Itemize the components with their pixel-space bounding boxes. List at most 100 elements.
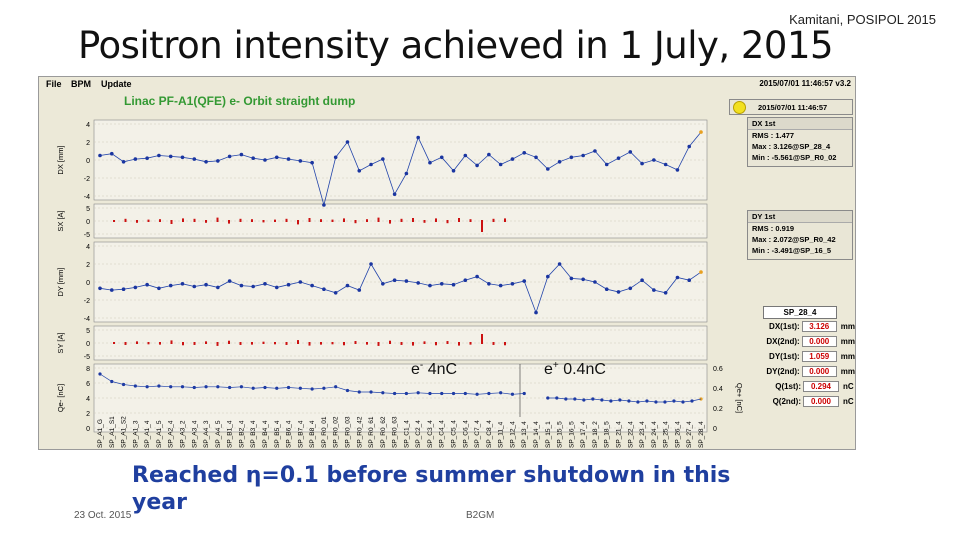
annotation-positron: e+ 0.4nC bbox=[544, 360, 606, 378]
menu-file[interactable]: File bbox=[46, 79, 62, 89]
dy-point bbox=[699, 270, 703, 274]
dx-point bbox=[522, 151, 527, 155]
dx-point bbox=[204, 160, 208, 164]
sx-bar bbox=[274, 219, 276, 222]
dy-point bbox=[381, 282, 385, 286]
dy-point bbox=[392, 278, 397, 282]
bpm-name-label: SP_A3_4 bbox=[191, 420, 198, 448]
dy-point bbox=[404, 279, 409, 283]
sy-bar bbox=[136, 341, 138, 344]
bpm-name-label: SP_R0_02 bbox=[333, 416, 340, 448]
sy-bar bbox=[228, 340, 230, 344]
dx-max: Max : 3.126@SP_28_4 bbox=[752, 142, 831, 151]
dy-point bbox=[475, 274, 479, 279]
sy-bar bbox=[124, 342, 127, 345]
dx-point bbox=[310, 160, 314, 165]
footer-date: 23 Oct. 2015 bbox=[74, 510, 132, 521]
dx-min: Min : -5.561@SP_R0_02 bbox=[752, 153, 837, 162]
bpm-name-label: SP_25_4 bbox=[663, 421, 670, 448]
sy-bar bbox=[320, 342, 322, 345]
sy-bar bbox=[469, 342, 472, 345]
bpm-name-label: SP_A1_G bbox=[97, 419, 104, 448]
sx-bar bbox=[124, 218, 127, 222]
dy-point bbox=[369, 262, 373, 266]
sy-bar bbox=[389, 340, 391, 344]
dy-point bbox=[487, 282, 491, 286]
dx-point bbox=[298, 159, 303, 163]
footer-center: B2GM bbox=[466, 510, 495, 521]
dy-point bbox=[451, 282, 456, 287]
dy-point bbox=[322, 287, 326, 291]
bpm-name-label: SP_15_1 bbox=[545, 421, 552, 448]
axis-label-qe: Qe- [nC] bbox=[56, 384, 65, 412]
sx-bar bbox=[205, 220, 207, 223]
dy-point bbox=[522, 279, 527, 283]
dx-point bbox=[569, 155, 574, 160]
panel-title: Linac PF-A1(QFE) e- Orbit straight dump bbox=[124, 94, 355, 108]
bpm-row-label: DY(2nd): bbox=[766, 367, 800, 376]
bpm-row-value: 1.059 bbox=[801, 351, 837, 362]
dy-point bbox=[416, 281, 420, 285]
dx-rms: RMS : 1.477 bbox=[752, 131, 795, 140]
tick-label: -2 bbox=[84, 298, 90, 305]
bpm-name-label: SP_C8_4 bbox=[486, 420, 493, 448]
dx-point bbox=[251, 156, 255, 160]
tick-label: 0 bbox=[86, 426, 90, 433]
bpm-name-label: SP_A1_S2 bbox=[121, 416, 128, 448]
bpm-name-label: SP_R0_01 bbox=[321, 416, 328, 448]
sx-bar bbox=[320, 219, 322, 222]
dx-point bbox=[557, 160, 562, 164]
sx-bar bbox=[170, 220, 173, 224]
dy-point bbox=[180, 282, 185, 286]
bpm-name-label: SP_R0_63 bbox=[392, 416, 399, 448]
dx-point bbox=[463, 153, 468, 158]
tick-label: -4 bbox=[84, 194, 90, 201]
bpm-name-label: SP_16_5 bbox=[568, 421, 575, 448]
sy-bar bbox=[343, 342, 345, 346]
dy-point bbox=[227, 279, 232, 283]
dx-point bbox=[180, 155, 185, 160]
bpm-name-label: SP_A1_3 bbox=[132, 420, 139, 448]
bpm-name-label: SP_B1_4 bbox=[227, 420, 234, 448]
dy-min: Min : -3.491@SP_16_5 bbox=[752, 246, 832, 255]
sx-bar bbox=[504, 218, 506, 222]
tick-label: 0 bbox=[713, 426, 717, 433]
bpm-row: DY(2nd): 0.000 mm bbox=[755, 364, 855, 379]
sy-bar bbox=[274, 342, 276, 345]
sy-bar bbox=[216, 342, 219, 346]
dy-point bbox=[593, 280, 597, 284]
tick-label: 2 bbox=[86, 140, 90, 147]
bpm-row: DX(1st): 3.126 mm bbox=[755, 319, 855, 334]
sx-bar bbox=[469, 219, 472, 222]
sy-bar bbox=[113, 342, 115, 344]
dy-point bbox=[239, 283, 244, 288]
tick-label: 5 bbox=[86, 206, 90, 213]
bpm-select[interactable]: SP_28_4 bbox=[763, 306, 837, 319]
dx-trace bbox=[99, 131, 702, 207]
menu-update[interactable]: Update bbox=[101, 79, 132, 89]
menu-bpm[interactable]: BPM bbox=[71, 79, 91, 89]
dx-point bbox=[274, 155, 279, 160]
dx-point bbox=[333, 155, 338, 160]
dx-point bbox=[381, 157, 385, 161]
dy-point bbox=[581, 277, 585, 282]
bpm-name-label: SP_R0_61 bbox=[368, 416, 375, 448]
sy-bar bbox=[297, 340, 299, 344]
tick-label: 0 bbox=[86, 158, 90, 165]
dy-point bbox=[133, 285, 138, 290]
bpm-row-value: 0.000 bbox=[803, 396, 839, 407]
dy-rms: RMS : 0.919 bbox=[752, 224, 795, 233]
sx-bar bbox=[216, 217, 219, 222]
qp-trace bbox=[547, 397, 702, 403]
axis-label-sx: SX [A] bbox=[56, 210, 65, 231]
dy-point bbox=[510, 282, 515, 286]
dx-point bbox=[487, 152, 491, 157]
menu-bar: File BPM Update 2015/07/01 11:46:57 v3.2 bbox=[39, 77, 855, 91]
sx-bar bbox=[446, 220, 449, 224]
dx-point bbox=[663, 162, 668, 167]
dy-point bbox=[569, 276, 574, 281]
bpm-name-label: SP_18_2 bbox=[592, 421, 599, 448]
dx-point bbox=[192, 157, 197, 161]
bpm-name-label: SP_22_4 bbox=[627, 421, 634, 448]
sx-bar bbox=[251, 219, 253, 222]
